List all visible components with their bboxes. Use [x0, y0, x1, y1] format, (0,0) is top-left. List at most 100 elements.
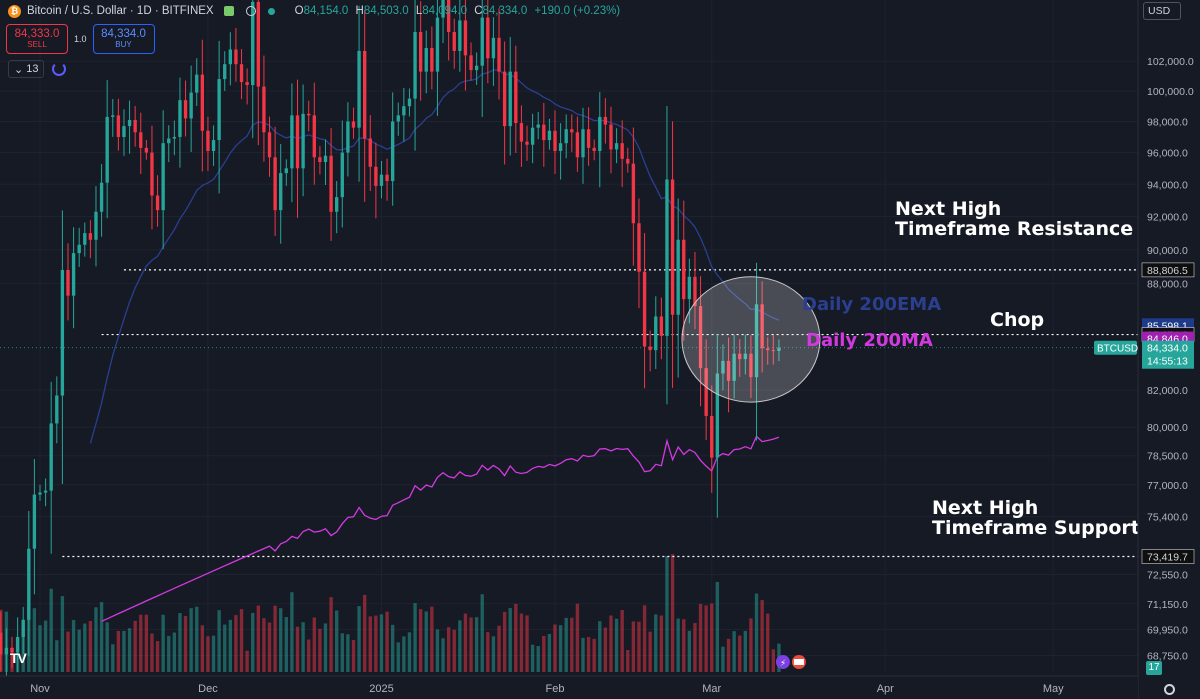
candle-body: [721, 360, 725, 374]
candle-body: [301, 113, 305, 169]
indicator-spinner-icon[interactable]: [52, 62, 67, 76]
lightning-glyph: ⚡: [780, 659, 786, 669]
last-price-bg: [1142, 340, 1194, 369]
indicators-toggle[interactable]: ⌄ 13: [8, 60, 45, 78]
volume-bar: [418, 609, 423, 672]
candle-body: [312, 115, 316, 158]
candle-body: [631, 163, 636, 224]
volume-bar: [301, 622, 305, 672]
volume-bar: [710, 603, 714, 672]
candle-body: [379, 174, 384, 186]
sell-button[interactable]: 84,333.0 SELL: [6, 24, 68, 54]
candle-body: [0, 632, 3, 655]
symbol-title[interactable]: Bitcoin / U.S. Dollar · 1D · BITFINEX: [27, 5, 214, 17]
volume-bar: [279, 608, 283, 672]
ema-200-line: [89, 69, 780, 444]
volume-bar: [542, 635, 546, 672]
market-status-icon[interactable]: [223, 6, 234, 16]
candle-body: [223, 64, 227, 80]
volume-bar: [346, 634, 350, 672]
candle-body: [150, 152, 154, 196]
volume-bar: [558, 625, 563, 672]
annotation-line: Chop: [990, 309, 1044, 331]
volume-bar: [760, 600, 764, 672]
horizontal-levels: [0, 269, 1138, 558]
buy-button[interactable]: 84,334.0 BUY: [92, 24, 155, 54]
volume-bar: [200, 625, 205, 672]
x-tick-label: Mar: [702, 683, 721, 695]
volume-bar: [446, 627, 451, 672]
candle-body: [351, 121, 356, 128]
candle-body: [659, 316, 664, 336]
candle-body: [682, 239, 686, 300]
candle-body: [217, 79, 221, 141]
gear-icon[interactable]: [1164, 684, 1175, 695]
candle-body: [178, 100, 182, 137]
volume-bar: [262, 618, 266, 672]
y-tick-label: 96,000.0: [1147, 148, 1188, 160]
candle-body: [704, 368, 708, 416]
volume-bar: [586, 636, 591, 672]
change-value: +190.0 (+0.23%): [534, 5, 621, 17]
y-tick-label: 69,950.0: [1147, 624, 1188, 636]
time-axis[interactable]: Nov Dec 2025 Feb Mar Apr May: [0, 675, 1138, 699]
candle-body: [620, 143, 624, 159]
eye-icon[interactable]: [245, 6, 256, 16]
candle-body: [32, 494, 37, 549]
trade-panel: 84,333.0 SELL 1.0 84,334.0 BUY: [6, 24, 155, 54]
candle-body: [760, 304, 764, 349]
candle-body: [43, 490, 48, 493]
volume-bar: [55, 640, 59, 672]
chevron-down-icon: ⌄: [14, 63, 24, 76]
y-tick-label: 94,000.0: [1147, 179, 1188, 191]
volume-bar: [195, 606, 199, 672]
candle-body: [206, 130, 210, 151]
volume-bar: [771, 649, 776, 672]
volume-bar: [284, 617, 288, 672]
symbol-tag: [1094, 340, 1137, 355]
candle-body: [172, 136, 177, 139]
candle-body: [497, 37, 501, 72]
y-tick-label: 75,400.0: [1147, 511, 1188, 523]
candle-body: [598, 116, 602, 151]
bitcoin-icon: ₿: [8, 4, 21, 18]
alerts-count-badge[interactable]: 17: [1146, 661, 1162, 675]
candle-body: [519, 123, 524, 142]
candle-body: [94, 211, 98, 240]
price-marker-label: 73,419.7: [1147, 551, 1188, 563]
candle-body: [665, 179, 669, 336]
candle-body: [693, 276, 697, 307]
candle-body: [491, 37, 496, 59]
volume-bar: [704, 605, 708, 672]
volume-bar: [267, 622, 272, 672]
candle-body: [418, 32, 423, 72]
candle-body: [514, 71, 518, 124]
candle-body: [609, 124, 613, 150]
candle-body: [267, 132, 272, 158]
volume-bar: [43, 620, 48, 672]
volume-bar: [631, 621, 636, 672]
ma-200-line: [101, 435, 780, 622]
volume-bar: [161, 614, 165, 672]
volume-bar: [514, 603, 518, 672]
candle-body: [508, 71, 512, 127]
candle-body: [256, 1, 260, 87]
candle-body: [284, 168, 288, 174]
volume-bar: [766, 613, 770, 672]
volume-bar: [211, 635, 216, 672]
candle-body: [698, 306, 703, 369]
volume-bar: [77, 629, 81, 672]
volume-bar: [374, 615, 378, 672]
candle-body: [581, 129, 585, 158]
candle-body: [10, 647, 14, 653]
candle-body: [424, 48, 428, 72]
currency-selector[interactable]: USD: [1143, 2, 1181, 20]
time-axis-bg: [0, 676, 1138, 699]
volume-bar: [687, 630, 692, 672]
volume-bar: [480, 594, 484, 672]
candle-body: [362, 50, 367, 139]
candle-body: [564, 129, 568, 144]
volume-bar: [463, 613, 468, 672]
volume-bar: [642, 605, 647, 672]
